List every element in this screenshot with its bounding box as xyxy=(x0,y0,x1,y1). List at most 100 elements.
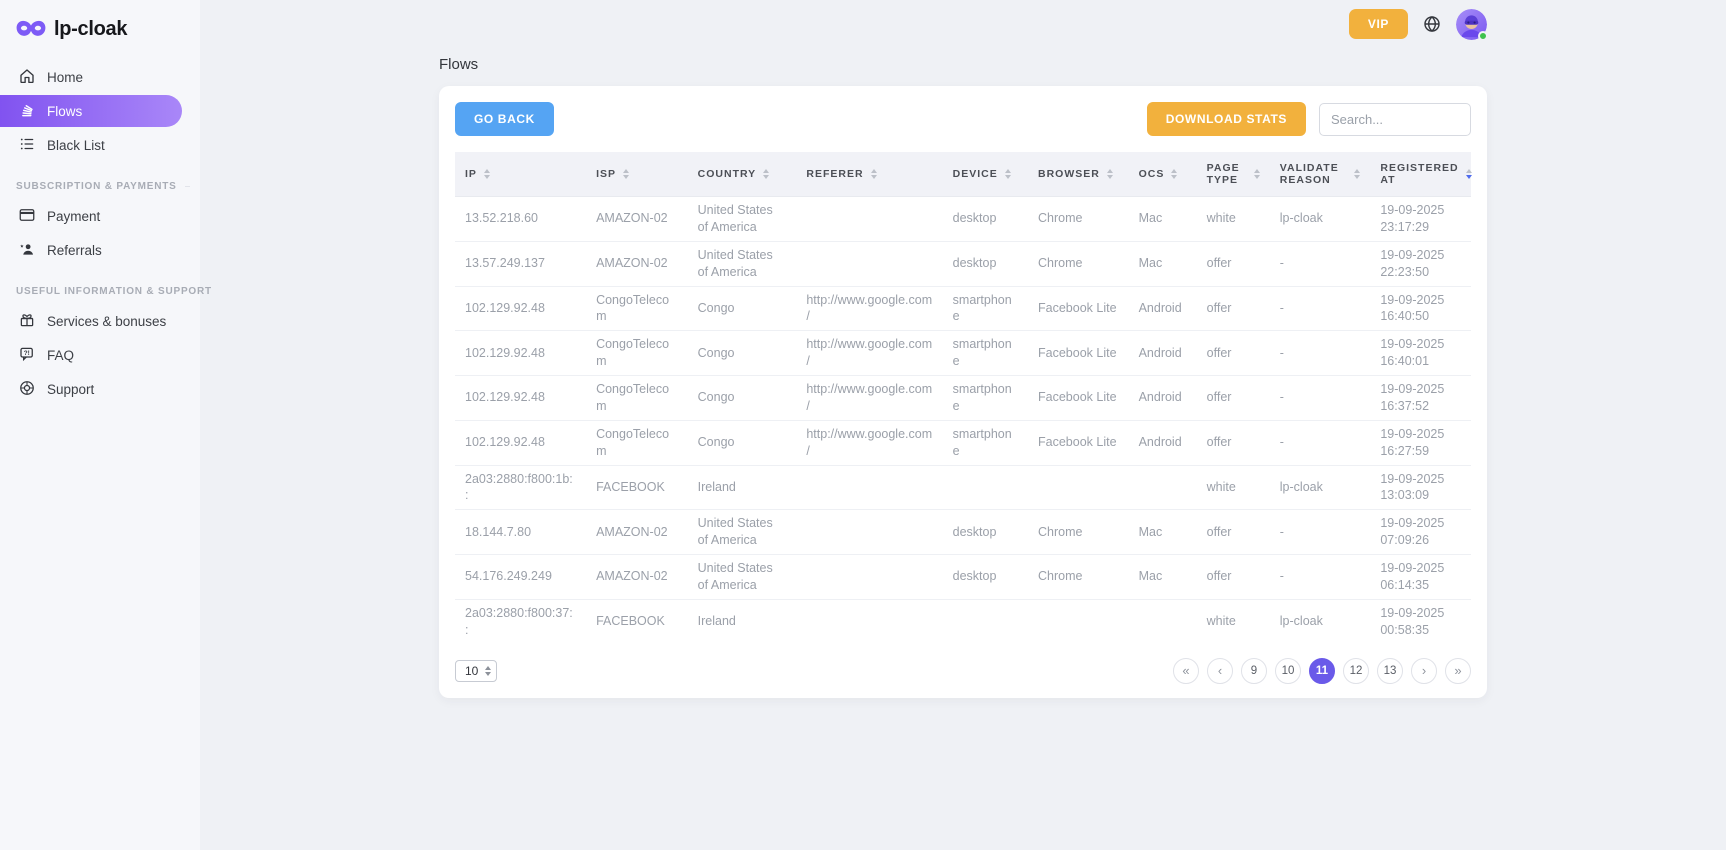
cell-referer xyxy=(796,598,943,644)
cell-ocs: Android xyxy=(1128,375,1197,421)
pagination-prev-button[interactable]: ‹ xyxy=(1207,657,1233,684)
cell-referer: http://www.google.com/ xyxy=(796,375,943,421)
page-size-select[interactable]: 10 xyxy=(455,659,498,682)
cell-browser xyxy=(1028,598,1129,644)
brand-name: lp-cloak xyxy=(54,18,128,40)
cell-ocs xyxy=(1128,464,1197,510)
table-row: 13.57.249.137 AMAZON-02 United States of A… xyxy=(455,240,1471,286)
cell-validate_reason: - xyxy=(1269,419,1371,465)
table-row: 18.144.7.80 AMAZON-02 United States of Ame… xyxy=(455,509,1471,555)
cell-registered_at: 19-09-2025 16:40:50 xyxy=(1370,285,1471,331)
cell-registered_at: 19-09-2025 06:14:35 xyxy=(1370,554,1471,600)
avatar[interactable] xyxy=(1456,8,1488,41)
sidebar-item-label: Referrals xyxy=(47,242,102,258)
table-row: 102.129.92.48 CongoTelecom Congo http://www… xyxy=(455,419,1471,465)
sidebar-item-label: Home xyxy=(47,69,84,85)
cell-country: Congo xyxy=(687,419,797,465)
column-header-ip[interactable]: IP xyxy=(455,152,587,197)
sidebar-item-referrals[interactable]: Referrals xyxy=(0,234,200,266)
column-header-isp[interactable]: ISP xyxy=(586,152,688,197)
pagination: « ‹ 9 10 11 12 13 › » xyxy=(1173,657,1471,684)
cell-ocs: Android xyxy=(1128,285,1197,331)
section-label: USEFUL INFORMATION & SUPPORT xyxy=(16,286,212,297)
table-row: 54.176.249.249 AMAZON-02 United States of … xyxy=(455,554,1471,600)
sidebar-item-home[interactable]: Home xyxy=(0,61,200,93)
sidebar-item-black-list[interactable]: Black List xyxy=(0,129,200,161)
sort-icon xyxy=(483,169,490,179)
sidebar-nav: Home Flows Black List SUBSCRIPTION & PAY… xyxy=(0,61,211,405)
cell-referer: http://www.google.com/ xyxy=(796,330,943,376)
cell-page_type: white xyxy=(1196,598,1270,644)
cell-browser: Chrome xyxy=(1028,196,1129,242)
card-toolbar: GO BACK DOWNLOAD STATS xyxy=(455,102,1471,136)
flows-card: GO BACK DOWNLOAD STATS IP xyxy=(439,86,1487,698)
column-header-registered-at[interactable]: REGISTERED AT xyxy=(1370,152,1472,197)
sidebar-item-flows[interactable]: Flows xyxy=(0,95,182,127)
pagination-page-12[interactable]: 12 xyxy=(1343,657,1369,684)
cell-ocs: Mac xyxy=(1128,240,1197,286)
sidebar-item-support[interactable]: Support xyxy=(0,373,200,405)
cell-isp: CongoTelecom xyxy=(586,375,688,421)
home-icon xyxy=(18,67,36,88)
cell-page_type: white xyxy=(1196,464,1270,510)
cell-referer xyxy=(796,509,943,555)
cell-ip: 102.129.92.48 xyxy=(455,419,587,465)
search-input[interactable] xyxy=(1319,102,1471,136)
blacklist-icon xyxy=(18,135,36,156)
cell-device: smartphone xyxy=(942,285,1028,331)
cell-device: smartphone xyxy=(942,330,1028,376)
sidebar-item-payment[interactable]: Payment xyxy=(0,200,200,232)
cell-browser: Chrome xyxy=(1028,509,1129,555)
go-back-button[interactable]: GO BACK xyxy=(455,102,554,136)
sidebar-item-services-bonuses[interactable]: Services & bonuses xyxy=(0,305,200,337)
pagination-page-13[interactable]: 13 xyxy=(1377,657,1403,684)
cell-ip: 102.129.92.48 xyxy=(455,375,587,421)
cell-browser: Chrome xyxy=(1028,554,1129,600)
cell-referer xyxy=(796,464,943,510)
column-header-device[interactable]: DEVICE xyxy=(942,152,1028,197)
pagination-page-10[interactable]: 10 xyxy=(1275,657,1301,684)
cell-device: smartphone xyxy=(942,375,1028,421)
online-status-dot xyxy=(1478,30,1488,41)
topbar: VIP xyxy=(439,0,1488,42)
pagination-last-button[interactable]: » xyxy=(1445,657,1471,684)
column-header-browser[interactable]: BROWSER xyxy=(1028,152,1129,197)
sort-icon xyxy=(1106,169,1113,179)
pagination-next-button[interactable]: › xyxy=(1411,657,1437,684)
pagination-first-button[interactable]: « xyxy=(1173,657,1199,684)
cell-isp: AMAZON-02 xyxy=(586,196,688,242)
column-header-validate-reason[interactable]: VALIDATE REASON xyxy=(1269,152,1371,197)
payment-icon xyxy=(18,206,36,227)
cell-browser: Facebook Lite xyxy=(1028,419,1129,465)
cell-ocs: Mac xyxy=(1128,509,1197,555)
cell-isp: AMAZON-02 xyxy=(586,554,688,600)
cell-ip: 2a03:2880:f800:1b:: xyxy=(455,464,587,510)
cell-device xyxy=(942,598,1028,644)
column-header-page-type[interactable]: PAGE TYPE xyxy=(1196,152,1270,197)
column-header-ocs[interactable]: OCS xyxy=(1128,152,1197,197)
cell-device: smartphone xyxy=(942,419,1028,465)
gift-icon xyxy=(18,311,36,332)
pagination-page-9[interactable]: 9 xyxy=(1241,657,1267,684)
cell-page_type: offer xyxy=(1196,285,1270,331)
cell-country: United States of America xyxy=(687,554,797,600)
brand[interactable]: lp-cloak xyxy=(0,10,200,59)
globe-icon[interactable] xyxy=(1422,14,1442,34)
cell-registered_at: 19-09-2025 16:27:59 xyxy=(1370,419,1471,465)
column-header-country[interactable]: COUNTRY xyxy=(687,152,797,197)
table-row: 102.129.92.48 CongoTelecom Congo http://www… xyxy=(455,375,1471,421)
pagination-page-11[interactable]: 11 xyxy=(1309,657,1335,684)
vip-button[interactable]: VIP xyxy=(1348,9,1408,39)
sort-icon xyxy=(1354,169,1361,179)
cell-referer: http://www.google.com/ xyxy=(796,285,943,331)
sidebar-section-subscription: SUBSCRIPTION & PAYMENTS xyxy=(16,181,200,192)
sidebar-item-faq[interactable]: ?! FAQ xyxy=(0,339,200,371)
column-header-referer[interactable]: REFERER xyxy=(796,152,943,197)
table-header-row: IP ISP COUNTRY REFERER DEVICE BROWSER OC… xyxy=(455,152,1472,197)
cell-validate_reason: - xyxy=(1269,509,1371,555)
sidebar-item-label: Payment xyxy=(47,208,101,224)
sidebar-item-label: Black List xyxy=(47,137,105,153)
cell-isp: FACEBOOK xyxy=(586,598,688,644)
download-stats-button[interactable]: DOWNLOAD STATS xyxy=(1146,102,1306,136)
cell-isp: CongoTelecom xyxy=(586,419,688,465)
